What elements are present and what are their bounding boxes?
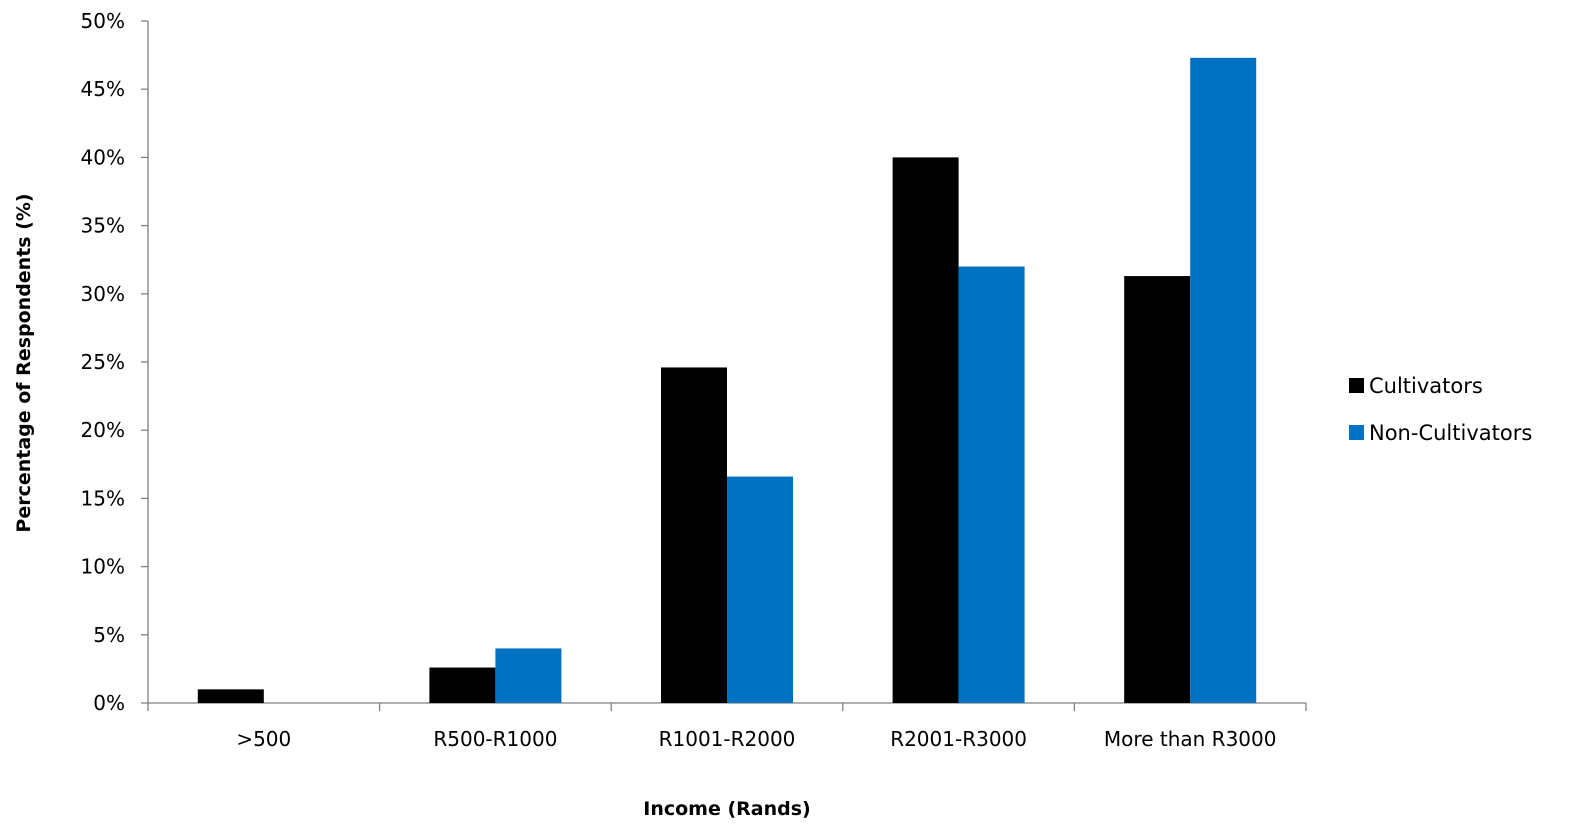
y-tick-label: 20% [81,418,125,442]
bars [197,57,1257,703]
x-tick-label: More than R3000 [1104,727,1277,751]
y-tick-label: 50% [81,9,125,33]
bar-cultivators-4 [1124,276,1191,703]
y-axis: 0% 5% 10% 15% 20% 25% 30% 35% 40% 45% 50% [81,9,149,715]
y-tick-label: 10% [81,555,125,579]
y-tick-label: 35% [81,214,125,238]
bar-cultivators-1 [429,667,496,703]
x-tick-label: R2001-R3000 [890,727,1027,751]
y-tick-label: 5% [93,623,125,647]
bar-non-cultivators-1 [495,648,562,703]
y-tick-label: 25% [81,350,125,374]
y-tick-label: 15% [81,486,125,510]
x-tick-label: >500 [236,727,291,751]
legend: Cultivators Non-Cultivators [1349,374,1532,445]
legend-label: Non-Cultivators [1369,421,1532,445]
y-tick-label: 40% [81,145,125,169]
bar-non-cultivators-2 [727,476,793,703]
x-tick-label: R500-R1000 [433,727,557,751]
x-axis: >500 R500-R1000 R1001-R2000 R2001-R3000 More… [147,702,1307,751]
bar-non-cultivators-4 [1190,57,1257,703]
y-tick-label: 30% [81,282,125,306]
bar-non-cultivators-3 [958,266,1025,703]
bar-cultivators-2 [661,367,727,703]
bar-cultivators-3 [892,157,959,703]
y-tick-label: 45% [81,77,125,101]
y-tick-label: 0% [93,691,125,715]
y-axis-title: Percentage of Respondents (%) [13,193,35,532]
x-tick-label: R1001-R2000 [659,727,796,751]
legend-label: Cultivators [1369,374,1483,398]
legend-swatch [1349,378,1364,393]
bar-cultivators-0 [197,689,264,703]
x-axis-title: Income (Rands) [643,798,810,820]
legend-swatch [1349,425,1364,440]
